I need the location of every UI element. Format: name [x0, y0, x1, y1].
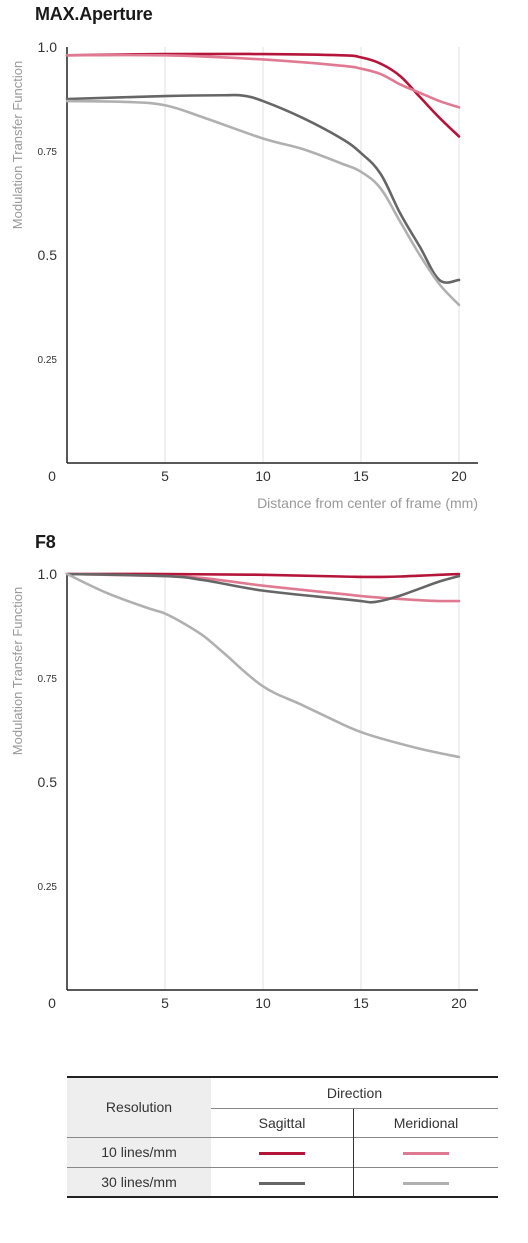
x-tick-label: 10 [255, 995, 271, 1011]
mtf-chart-max-aperture: MAX.Aperture 1.0 0.75 0.5 0.25 0 5 10 15 20 Modul… [0, 0, 528, 520]
chart-title: MAX.Aperture [35, 4, 153, 24]
x-tick-label: 5 [161, 995, 169, 1011]
meridional-header: Meridional [393, 1114, 459, 1131]
y-tick-label: 0.25 [38, 882, 58, 893]
x-tick-label: 0 [48, 995, 56, 1011]
series-line-0 [65, 52, 461, 138]
y-tick-label: 0.75 [38, 674, 58, 685]
series-line-2 [65, 93, 461, 284]
series-line-2 [65, 572, 461, 604]
legend-swatch-30-sagittal [259, 1181, 305, 1185]
x-tick-label: 5 [161, 468, 169, 484]
chart-plot-area: 1.0 0.75 0.5 0.25 0 5 10 15 20 Modulation Transfe… [10, 39, 478, 511]
legend-cell [353, 1136, 498, 1167]
series-line-3 [65, 99, 461, 307]
x-tick-label: 15 [353, 468, 369, 484]
y-tick-label: 0.25 [38, 355, 58, 366]
series-line-0 [65, 572, 461, 579]
chart-title: F8 [35, 532, 56, 552]
sagittal-header: Sagittal [211, 1108, 354, 1137]
x-tick-label: 15 [353, 995, 369, 1011]
y-tick-label: 1.0 [38, 39, 58, 55]
y-tick-label: 0.5 [38, 774, 58, 790]
mtf-chart-f8: F8 1.0 0.75 0.5 0.25 0 5 10 15 20 Modulation Tran… [0, 528, 528, 1018]
y-tick-label: 0.75 [38, 147, 58, 158]
legend-table: Resolution Direction Sagittal Meridional… [67, 1076, 498, 1198]
y-axis-label: Modulation Transfer Function [10, 61, 25, 229]
y-axis-label: Modulation Transfer Function [10, 587, 25, 755]
row-label: 10 lines/mm [67, 1136, 211, 1167]
series-line-3 [65, 572, 461, 759]
legend-cell [211, 1136, 354, 1167]
legend-cell [211, 1166, 354, 1198]
legend-swatch-30-meridional [403, 1181, 449, 1185]
legend-swatch-10-sagittal [259, 1151, 305, 1155]
series-line-1 [65, 53, 461, 109]
x-tick-label: 20 [451, 995, 467, 1011]
x-tick-label: 10 [255, 468, 271, 484]
legend-cell [353, 1166, 498, 1198]
resolution-header: Resolution [67, 1076, 211, 1137]
direction-header: Direction [211, 1076, 498, 1109]
row-label: 30 lines/mm [67, 1166, 211, 1198]
y-tick-label: 0.5 [38, 247, 58, 263]
x-tick-label: 20 [451, 468, 467, 484]
x-axis-label: Distance from center of frame (mm) [257, 495, 478, 511]
chart-plot-area: 1.0 0.75 0.5 0.25 0 5 10 15 20 Modulation Transfe… [10, 566, 478, 1011]
x-tick-label: 0 [48, 468, 56, 484]
legend-swatch-10-meridional [403, 1151, 449, 1155]
y-tick-label: 1.0 [38, 566, 58, 582]
